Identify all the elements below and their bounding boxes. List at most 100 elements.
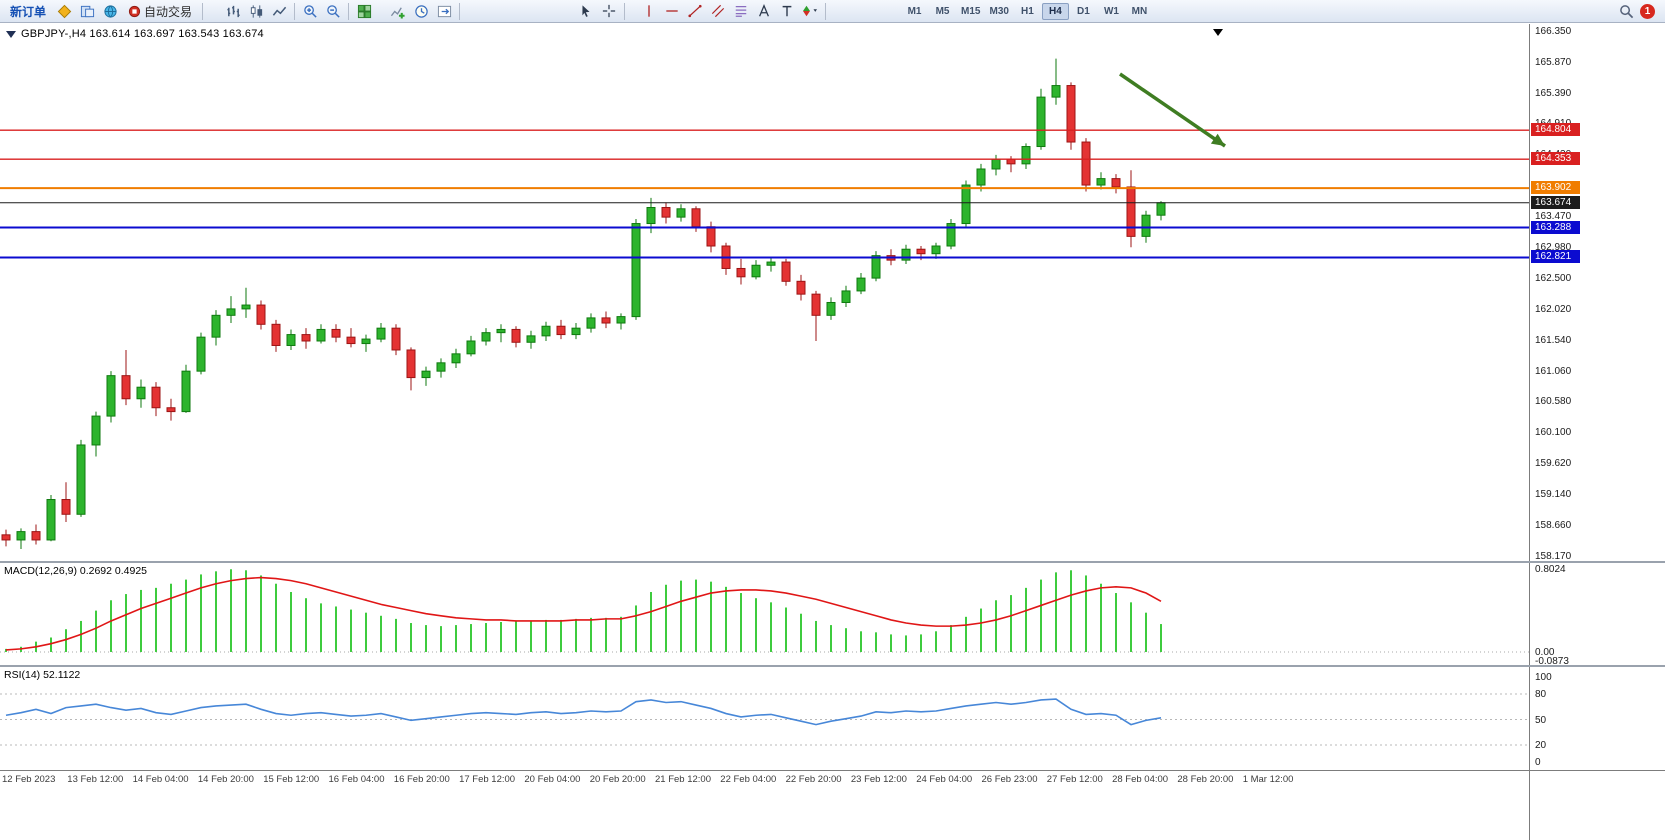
trend-arrow-head [1210, 133, 1225, 146]
crosshair-icon[interactable] [598, 1, 620, 22]
time-axis-label: 20 Feb 20:00 [589, 774, 646, 785]
zoom-out-icon[interactable] [322, 1, 344, 22]
bar-chart-icon[interactable] [222, 1, 244, 22]
search-icon[interactable] [1615, 1, 1637, 22]
macd-panel[interactable]: MACD(12,26,9) 0.2692 0.4925 [0, 563, 1529, 665]
text-icon[interactable] [753, 1, 775, 22]
time-axis-label: 20 Feb 04:00 [524, 774, 581, 785]
rsi-line [5, 698, 1162, 726]
timeframe-m5[interactable]: M5 [929, 3, 956, 20]
rsi-canvas[interactable] [0, 667, 1529, 770]
bottom-space [0, 791, 1529, 840]
time-axis-label: 16 Feb 20:00 [393, 774, 450, 785]
line-chart-icon[interactable] [268, 1, 290, 22]
candlestick-chart-icon[interactable] [245, 1, 267, 22]
time-axis-label: 22 Feb 20:00 [785, 774, 842, 785]
time-axis-label: 28 Feb 04:00 [1112, 774, 1169, 785]
main-chart-panel[interactable]: GBPJPY-,H4 163.614 163.697 163.543 163.6… [0, 24, 1529, 561]
toolbar-separator [294, 2, 296, 20]
time-axis-label: 14 Feb 04:00 [132, 774, 189, 785]
macd-axis-label: 0.00 [1535, 646, 1555, 658]
vertical-line-icon[interactable] [638, 1, 660, 22]
time-axis[interactable]: 12 Feb 2023 13 Feb 12:00 14 Feb 04:00 14 Fe… [0, 771, 1529, 791]
timeframe-d1[interactable]: D1 [1070, 3, 1097, 20]
toolbar-separator [825, 2, 827, 20]
timeframe-m1[interactable]: M1 [901, 3, 928, 20]
text-label-icon[interactable] [776, 1, 798, 22]
object-anchor-marker[interactable] [1213, 29, 1223, 36]
timeframe-toolbar: M1 M5 M15 M30 H1 H4 D1 W1 MN [901, 2, 1153, 20]
macd-signal-line [5, 576, 1162, 651]
toolbar-separator [202, 2, 204, 20]
price-level-badge: 163.902 [1531, 181, 1580, 195]
price-axis-label: 161.060 [1535, 365, 1572, 377]
rsi-axis-label: 20 [1535, 740, 1547, 751]
panel-separator [0, 770, 1665, 771]
symbol-ohlc-text: GBPJPY-,H4 163.614 163.697 163.543 163.6… [21, 28, 264, 40]
price-axis-label: 158.660 [1535, 519, 1572, 531]
price-level-badge: 164.804 [1531, 123, 1580, 137]
tile-windows-icon[interactable] [353, 1, 375, 22]
period-clock-icon[interactable] [410, 1, 432, 22]
time-axis-label: 16 Feb 04:00 [328, 774, 385, 785]
toolbar-separator [348, 2, 350, 20]
notification-badge[interactable]: 1 [1640, 3, 1655, 19]
timeframe-m15[interactable]: M15 [957, 3, 984, 20]
macd-axis-label: 0.8024 [1535, 564, 1566, 575]
price-axis-label: 162.980 [1535, 242, 1572, 254]
one-click-trading-toggle-icon[interactable] [6, 30, 16, 38]
horizontal-line-icon[interactable] [661, 1, 683, 22]
auto-trading-button[interactable]: 自动交易 [122, 2, 198, 21]
navigator-icon[interactable] [99, 1, 121, 22]
time-axis-label: 17 Feb 12:00 [459, 774, 516, 785]
timeframe-m30[interactable]: M30 [985, 3, 1012, 20]
rsi-label: RSI(14) 52.1122 [4, 669, 81, 681]
price-axis-label: 160.100 [1535, 427, 1572, 439]
time-axis-label: 14 Feb 20:00 [197, 774, 254, 785]
market-watch-icon[interactable] [53, 1, 75, 22]
price-axis-label: 161.540 [1535, 334, 1572, 346]
timeframe-h1[interactable]: H1 [1014, 3, 1041, 20]
trendline-icon[interactable] [684, 1, 706, 22]
data-window-icon[interactable] [76, 1, 98, 22]
time-axis-label: 22 Feb 04:00 [720, 774, 777, 785]
auto-trading-status-icon [128, 5, 141, 17]
time-axis-label: 26 Feb 23:00 [981, 774, 1038, 785]
time-axis-label: 21 Feb 12:00 [655, 774, 711, 785]
candles [1, 58, 1166, 549]
panel-separator[interactable] [0, 561, 1665, 563]
candlestick-chart-canvas[interactable] [0, 24, 1529, 561]
price-axis-label: 165.870 [1535, 56, 1572, 68]
cursor-icon[interactable] [575, 1, 597, 22]
new-order-button[interactable]: 新订单 [4, 2, 52, 21]
toolbar-separator [624, 2, 626, 20]
price-axis-label: 163.470 [1535, 210, 1572, 222]
trend-arrow[interactable] [1119, 72, 1226, 148]
price-axis-label: 165.390 [1535, 87, 1572, 99]
price-level-badge: 163.674 [1531, 195, 1580, 209]
toolbar: 新订单 自动交易 [0, 0, 1665, 23]
timeframe-mn[interactable]: MN [1126, 3, 1153, 20]
chart-shift-icon[interactable] [433, 1, 455, 22]
macd-label: MACD(12,26,9) 0.2692 0.4925 [4, 565, 148, 577]
timeframe-w1[interactable]: W1 [1098, 3, 1125, 20]
macd-histogram [5, 569, 1162, 652]
price-level-badge: 163.288 [1531, 220, 1580, 234]
macd-canvas[interactable] [0, 563, 1529, 665]
price-axis-label: 159.140 [1535, 488, 1572, 500]
panel-separator[interactable] [0, 665, 1665, 667]
equidistant-channel-icon[interactable] [707, 1, 729, 22]
price-axis[interactable]: 166.350165.870165.390164.910164.430163.9… [1529, 24, 1665, 840]
rsi-panel[interactable]: RSI(14) 52.1122 [0, 667, 1529, 770]
new-order-label: 新订单 [10, 4, 47, 19]
price-axis-label: 159.620 [1535, 457, 1572, 469]
arrows-tool-icon[interactable] [799, 1, 821, 22]
timeframe-h4[interactable]: H4 [1041, 2, 1069, 20]
add-indicator-icon[interactable] [387, 1, 409, 22]
zoom-in-icon[interactable] [299, 1, 321, 22]
time-axis-label: 13 Feb 12:00 [67, 774, 124, 785]
time-axis-label: 1 Mar 12:00 [1242, 774, 1294, 785]
fibonacci-icon[interactable] [730, 1, 752, 22]
time-axis-label: 15 Feb 12:00 [263, 774, 320, 785]
